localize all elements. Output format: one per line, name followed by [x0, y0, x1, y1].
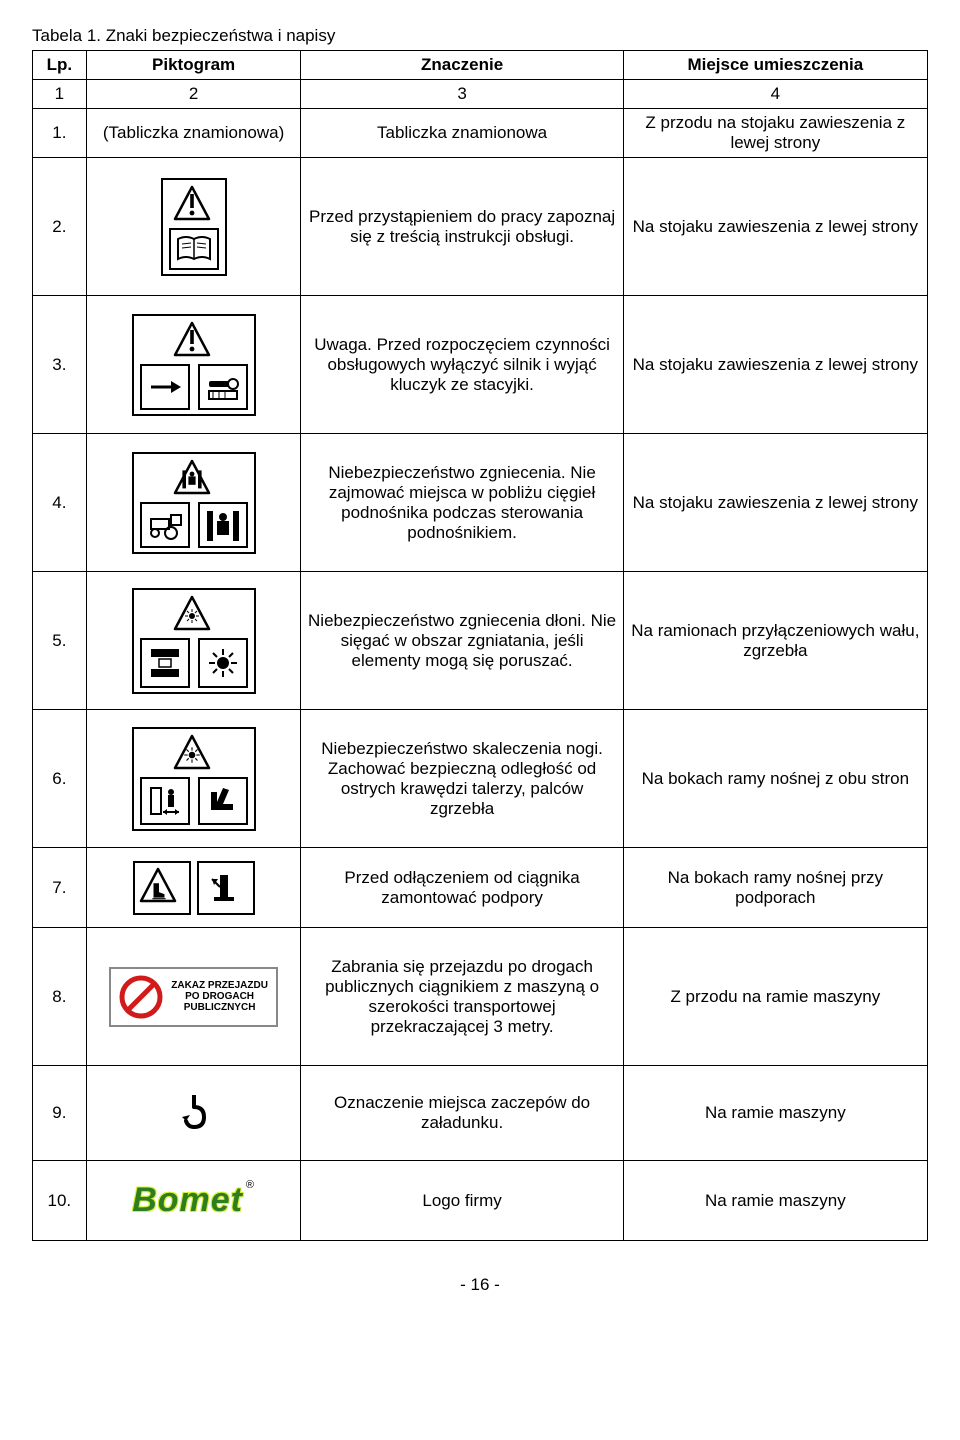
row-meaning: Przed odłączeniem od ciągnika zamontować… — [301, 848, 623, 928]
row-location: Na ramionach przyłączeniowych wału, zgrz… — [623, 572, 927, 710]
read-manual-pictogram-icon — [161, 178, 227, 276]
row-meaning: Zabrania się przejazdu po drogach public… — [301, 928, 623, 1066]
row-lp: 4. — [33, 434, 87, 572]
row-location: Na bokach ramy nośnej z obu stron — [623, 710, 927, 848]
col-mean: Znaczenie — [301, 51, 623, 80]
row-lp: 9. — [33, 1066, 87, 1161]
row-location: Na stojaku zawieszenia z lewej strony — [623, 296, 927, 434]
row-lp: 6. — [33, 710, 87, 848]
prohib-line1: ZAKAZ PRZEJAZDU — [171, 980, 268, 991]
row-location: Na bokach ramy nośnej przy podporach — [623, 848, 927, 928]
row-pictogram — [86, 572, 301, 710]
row-pictogram — [86, 158, 301, 296]
row-pictogram: ZAKAZ PRZEJAZDU PO DROGACH PUBLICZNYCH — [86, 928, 301, 1066]
header-row: Lp. Piktogram Znaczenie Miejsce umieszcz… — [33, 51, 928, 80]
row-lp: 8. — [33, 928, 87, 1066]
row-lp: 10. — [33, 1161, 87, 1241]
table-row: 5. Niebezpieczeństwo zgniecenia dłoni. N… — [33, 572, 928, 710]
bomet-logo-icon: Bomet — [132, 1181, 255, 1220]
col-pikt: Piktogram — [86, 51, 301, 80]
row-meaning: Uwaga. Przed rozpoczęciem czynności obsł… — [301, 296, 623, 434]
col-loc: Miejsce umieszczenia — [623, 51, 927, 80]
no-public-road-pictogram-icon: ZAKAZ PRZEJAZDU PO DROGACH PUBLICZNYCH — [109, 967, 278, 1027]
row-pictogram — [86, 296, 301, 434]
row-pictogram — [86, 848, 301, 928]
row-location: Na stojaku zawieszenia z lewej strony — [623, 158, 927, 296]
subcol-3: 3 — [301, 80, 623, 109]
table-title: Tabela 1. Znaki bezpieczeństwa i napisy — [32, 26, 928, 46]
safety-signs-table: Lp. Piktogram Znaczenie Miejsce umieszcz… — [32, 50, 928, 1241]
row-location: Z przodu na ramie maszyny — [623, 928, 927, 1066]
row-lp: 5. — [33, 572, 87, 710]
row-pictogram — [86, 710, 301, 848]
table-row: 9. Oznaczenie miejsca zaczepów do załadu… — [33, 1066, 928, 1161]
col-lp: Lp. — [33, 51, 87, 80]
row-pictogram: Bomet — [86, 1161, 301, 1241]
row-meaning: Niebezpieczeństwo skaleczenia nogi. Zach… — [301, 710, 623, 848]
row-pictogram: (Tabliczka znamionowa) — [86, 109, 301, 158]
table-row: 8. ZAKAZ PRZEJAZDU PO DROGACH PUBLICZNYC… — [33, 928, 928, 1066]
row-lp: 3. — [33, 296, 87, 434]
table-row: 2. Przed przystąpieniem do pracy zapozna… — [33, 158, 928, 296]
subcol-1: 1 — [33, 80, 87, 109]
foot-injury-pictogram-icon — [132, 727, 256, 831]
row-location: Na ramie maszyny — [623, 1161, 927, 1241]
switch-off-engine-pictogram-icon — [132, 314, 256, 416]
row-location: Na ramie maszyny — [623, 1066, 927, 1161]
prohib-line2: PO DROGACH — [171, 991, 268, 1002]
subcol-2: 2 — [86, 80, 301, 109]
table-row: 4. Niebezpieczeństwo zgniecenia. Nie zaj… — [33, 434, 928, 572]
row-meaning: Oznaczenie miejsca zaczepów do załadunku… — [301, 1066, 623, 1161]
row-meaning: Logo firmy — [301, 1161, 623, 1241]
row-location: Na stojaku zawieszenia z lewej strony — [623, 434, 927, 572]
row-lp: 2. — [33, 158, 87, 296]
row-meaning: Tabliczka znamionowa — [301, 109, 623, 158]
table-row: 3. Uwaga. Przed rozpoczęciem czynności o… — [33, 296, 928, 434]
row-lp: 1. — [33, 109, 87, 158]
hand-crushing-pictogram-icon — [132, 588, 256, 694]
install-supports-pictogram-icon — [91, 861, 297, 915]
subcol-4: 4 — [623, 80, 927, 109]
table-row: 10. Bomet Logo firmy Na ramie maszyny — [33, 1161, 928, 1241]
page-number: - 16 - — [32, 1275, 928, 1295]
table-row: 6. Niebezpieczeństwo skaleczenia nogi. Z… — [33, 710, 928, 848]
row-pictogram — [86, 1066, 301, 1161]
row-location: Z przodu na stojaku zawieszenia z lewej … — [623, 109, 927, 158]
table-row: 1. (Tabliczka znamionowa) Tabliczka znam… — [33, 109, 928, 158]
lifting-hook-pictogram-icon — [91, 1083, 297, 1143]
table-row: 7. Przed odłączeniem od ciągnika zamonto… — [33, 848, 928, 928]
prohib-line3: PUBLICZNYCH — [171, 1002, 268, 1013]
row-pictogram — [86, 434, 301, 572]
subheader-row: 1 2 3 4 — [33, 80, 928, 109]
row-meaning: Niebezpieczeństwo zgniecenia. Nie zajmow… — [301, 434, 623, 572]
row-meaning: Przed przystąpieniem do pracy zapoznaj s… — [301, 158, 623, 296]
row-lp: 7. — [33, 848, 87, 928]
row-meaning: Niebezpieczeństwo zgniecenia dłoni. Nie … — [301, 572, 623, 710]
crushing-hazard-pictogram-icon — [132, 452, 256, 554]
